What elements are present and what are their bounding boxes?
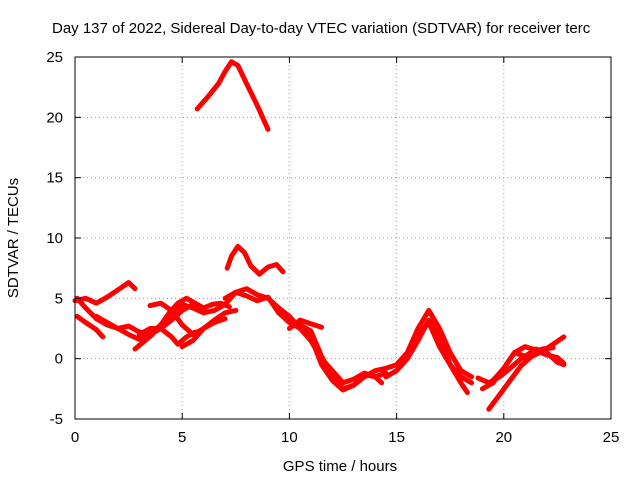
x-tick-label: 10 xyxy=(281,429,298,446)
y-tick-label: 5 xyxy=(55,290,63,307)
series-line-sat-m xyxy=(286,317,325,331)
series-group xyxy=(72,59,567,412)
series-line-sat-d xyxy=(93,286,385,386)
series-line-sat-c xyxy=(74,313,106,340)
series-line-sat-h xyxy=(136,326,198,347)
series-line-sat-j xyxy=(224,243,286,277)
x-tick-label: 15 xyxy=(388,429,405,446)
series-line-sat-a xyxy=(194,59,271,132)
y-axis-label: SDTVAR / TECUs xyxy=(5,178,22,298)
y-tick-label: 15 xyxy=(46,170,63,187)
series-line-sat-q xyxy=(486,334,567,412)
chart-title: Day 137 of 2022, Sidereal Day-to-day VTE… xyxy=(52,20,591,37)
y-tick-label: -5 xyxy=(50,411,63,428)
y-tick-label: 0 xyxy=(55,351,63,368)
axis-ticks: 0 5 10 15 20 25 -5 0 5 10 15 20 25 xyxy=(46,49,619,446)
series-line-sat-i xyxy=(179,316,228,350)
x-tick-label: 5 xyxy=(178,429,186,446)
series-line-sat-f xyxy=(132,295,232,352)
x-tick-label: 20 xyxy=(495,429,512,446)
y-tick-label: 20 xyxy=(46,109,63,126)
series-line-sat-l xyxy=(276,307,475,392)
series-line-sat-k xyxy=(222,289,389,393)
x-axis-label: GPS time / hours xyxy=(283,458,397,475)
grid xyxy=(75,57,611,419)
y-tick-label: 25 xyxy=(46,49,63,66)
series-line-sat-o xyxy=(415,320,475,386)
series-line-sat-e xyxy=(72,280,138,306)
series-line-sat-s xyxy=(490,344,567,383)
y-tick-label: 10 xyxy=(46,230,63,247)
x-tick-label: 25 xyxy=(603,429,620,446)
x-tick-label: 0 xyxy=(71,429,79,446)
